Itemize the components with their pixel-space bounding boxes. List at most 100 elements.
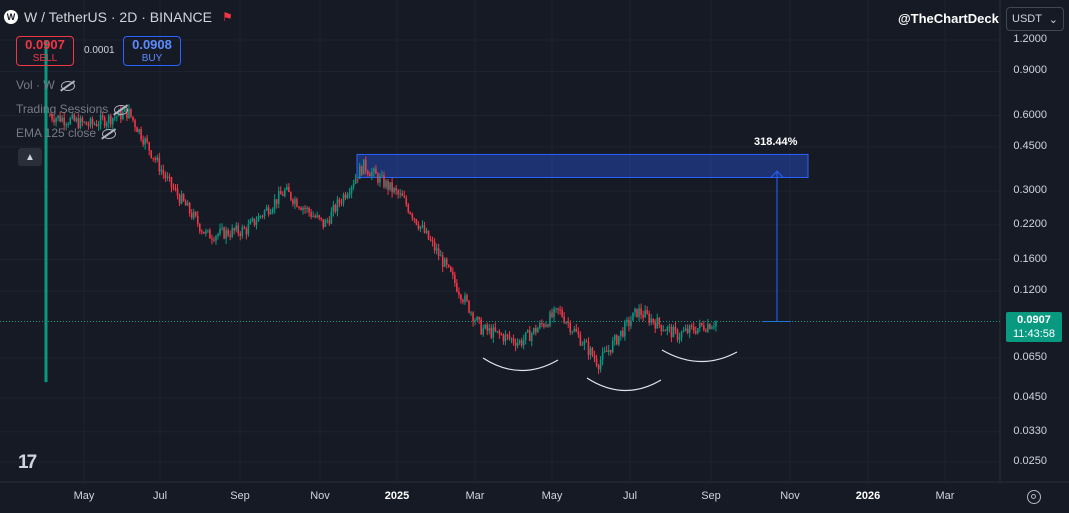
settings-icon[interactable] [1027, 490, 1041, 504]
price-axis-label: 0.9000 [1013, 64, 1047, 77]
candle-body [101, 115, 104, 118]
candle-body [166, 176, 169, 179]
time-axis-label: 2026 [855, 490, 881, 502]
candle-body [399, 193, 401, 195]
chart-title[interactable]: W / TetherUS · 2D · BINANCE [24, 9, 213, 25]
candle-body [417, 224, 420, 229]
candle-body [711, 327, 713, 329]
spread-value: 0.0001 [84, 45, 115, 56]
candle-body [154, 158, 157, 161]
candle-body [375, 168, 377, 174]
candle-body [626, 319, 628, 322]
candle-body [401, 193, 404, 196]
candle-body [624, 321, 626, 337]
candle-body [686, 328, 689, 333]
candle-body [668, 326, 671, 328]
hidden-eye-icon[interactable] [114, 104, 129, 115]
candle-body [371, 171, 373, 177]
chart-header: W W / TetherUS · 2D · BINANCE ⚑ [4, 7, 233, 27]
candle-body [664, 330, 667, 332]
candle-body [557, 308, 559, 310]
price-axis-label: 0.2200 [1013, 217, 1047, 230]
indicator-ema[interactable]: EMA 125 close [16, 126, 117, 140]
candle-body [205, 231, 207, 234]
sell-button[interactable]: 0.0907 SELL [16, 36, 74, 66]
price-axis-label: 0.6000 [1013, 108, 1047, 121]
candle-body [95, 123, 98, 127]
currency-select[interactable]: USDT ⌄ [1006, 7, 1064, 31]
candle-body [324, 220, 327, 227]
candle-body [377, 173, 379, 183]
candle-body [496, 331, 499, 333]
candle-body [73, 114, 76, 121]
candle-body [498, 331, 501, 334]
candle-body [83, 121, 86, 123]
candle-body [462, 300, 464, 303]
candle-body [583, 341, 586, 345]
candle-body [221, 227, 223, 229]
candle-body [99, 115, 102, 125]
price-axis-label: 1.2000 [1013, 33, 1047, 45]
candle-body [601, 351, 604, 361]
candle-body [492, 327, 495, 338]
candle-body [352, 183, 355, 187]
candle-body [75, 118, 78, 121]
candle-body [502, 334, 505, 342]
candle-body [111, 117, 114, 125]
candle-body [441, 255, 444, 267]
candle-body [241, 227, 244, 236]
candle-body [81, 117, 84, 123]
candle-body [543, 324, 545, 327]
candle-body [387, 180, 389, 190]
candle-body [506, 334, 509, 336]
candle-body [522, 339, 525, 346]
candle-body [433, 241, 436, 251]
candle-body [284, 189, 286, 196]
candle-body [233, 228, 236, 231]
candle-body [257, 215, 260, 222]
indicator-trading-sessions[interactable]: Trading Sessions [16, 102, 129, 116]
candle-countdown: 11:43:58 [1012, 328, 1055, 340]
candle-body [55, 118, 57, 123]
candle-body [555, 308, 557, 310]
buy-button[interactable]: 0.0908 BUY [123, 36, 181, 66]
candle-body [439, 255, 442, 257]
candle-body [211, 238, 213, 240]
candle-body [541, 322, 543, 325]
candle-body [696, 328, 699, 334]
candle-body [170, 177, 173, 187]
flag-icon[interactable]: ⚑ [222, 10, 233, 24]
candle-body [684, 328, 687, 331]
candle-body [105, 123, 108, 127]
candle-body [474, 320, 476, 322]
candle-body [142, 139, 144, 145]
candle-body [379, 176, 381, 183]
candle-body [235, 225, 238, 231]
watermark-handle: @TheChartDeck [898, 11, 999, 26]
candle-body [415, 219, 418, 225]
candle-body [201, 231, 203, 233]
candle-body [628, 319, 630, 326]
candle-body [458, 291, 460, 295]
candle-body [460, 294, 462, 301]
candle-body [302, 207, 304, 211]
candle-body [569, 322, 572, 333]
candle-body [707, 324, 709, 332]
hidden-eye-icon[interactable] [60, 80, 75, 91]
candle-body [253, 218, 256, 225]
candle-body [318, 215, 321, 218]
collapse-indicators-button[interactable]: ▲ [18, 148, 42, 166]
candle-body [670, 326, 673, 338]
time-axis-label: Sep [230, 490, 250, 502]
candle-body [209, 230, 211, 239]
hidden-eye-icon[interactable] [102, 128, 117, 139]
candle-body [332, 205, 335, 212]
candle-body [217, 233, 219, 237]
indicator-volume[interactable]: Vol · W [16, 78, 75, 92]
candle-body [609, 349, 612, 353]
candle-body [373, 168, 375, 172]
candle-body [549, 312, 551, 327]
measure-arrow-head [770, 170, 784, 178]
candle-body [443, 258, 446, 267]
